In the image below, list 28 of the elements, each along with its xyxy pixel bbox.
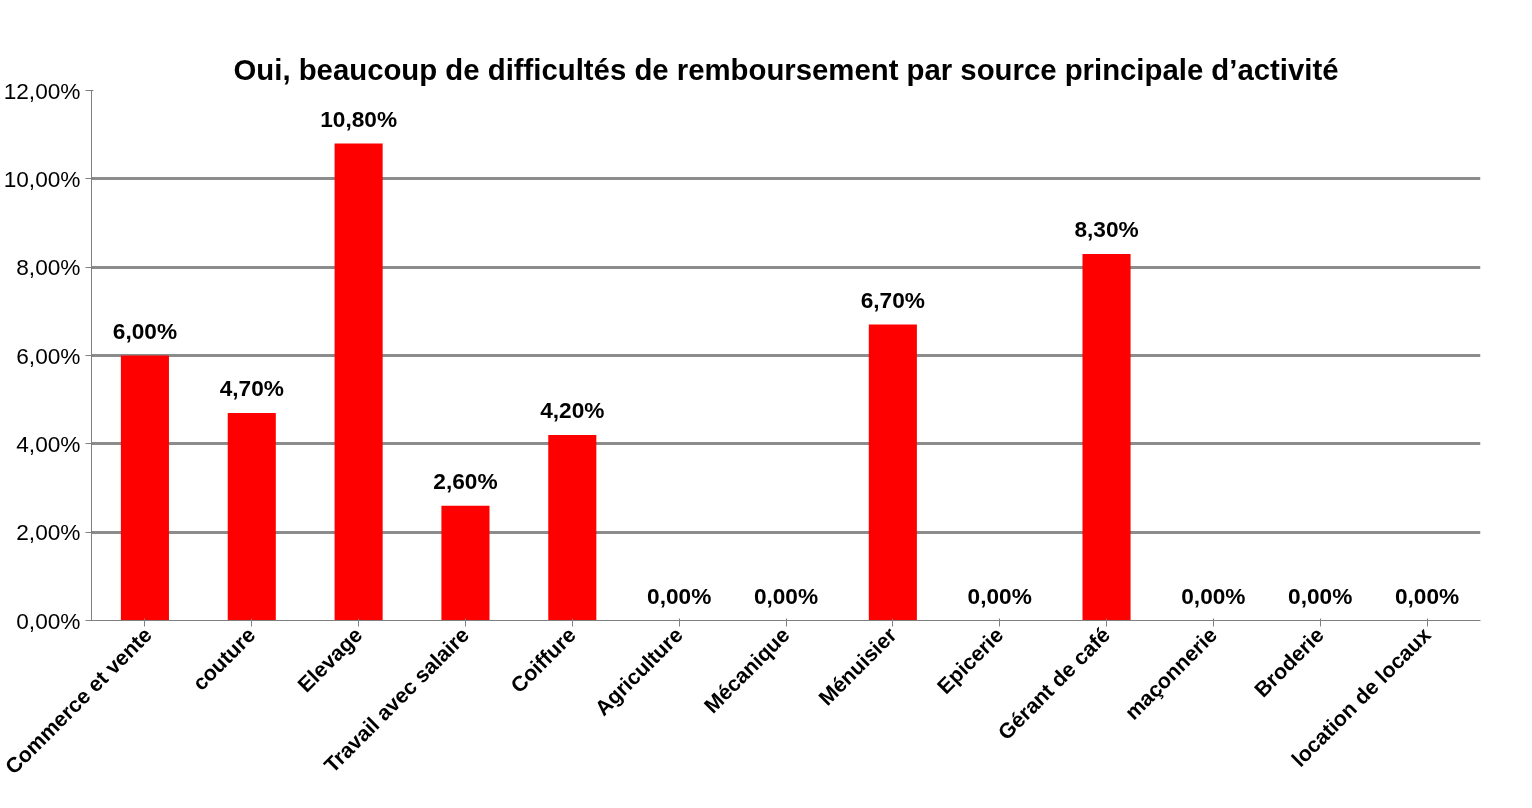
y-tick-label: 2,00% [16, 519, 81, 546]
data-label: 2,60% [433, 467, 498, 494]
y-tick-label: 6,00% [16, 342, 81, 369]
data-label: 0,00% [1181, 582, 1246, 609]
data-label: 0,00% [1394, 582, 1460, 609]
data-label: 6,70% [860, 286, 925, 313]
data-label: 0,00% [967, 582, 1032, 609]
data-label: 0,00% [753, 582, 819, 609]
data-label: 0,00% [1288, 582, 1353, 609]
y-tick-label: 10,00% [3, 165, 81, 192]
bar [334, 143, 383, 621]
bar [227, 412, 276, 621]
bar [120, 355, 169, 621]
data-label: 4,20% [540, 397, 605, 423]
data-label: 8,30% [1074, 215, 1139, 242]
bar [548, 435, 597, 621]
chart-title: Oui, beaucoup de difficultés de remboursement par source principale d’activité [233, 52, 1339, 86]
y-tick-label: 12,00% [3, 77, 81, 104]
bar [1082, 253, 1131, 621]
data-label: 10,80% [320, 105, 398, 132]
data-label: 4,70% [219, 374, 284, 401]
data-label: 0,00% [647, 582, 712, 609]
data-label: 6,00% [112, 317, 178, 344]
y-tick-label: 0,00% [16, 607, 81, 634]
y-tick-label: 8,00% [16, 254, 81, 281]
y-tick-label: 4,00% [16, 430, 81, 457]
bar [441, 505, 490, 621]
bar [868, 324, 917, 621]
